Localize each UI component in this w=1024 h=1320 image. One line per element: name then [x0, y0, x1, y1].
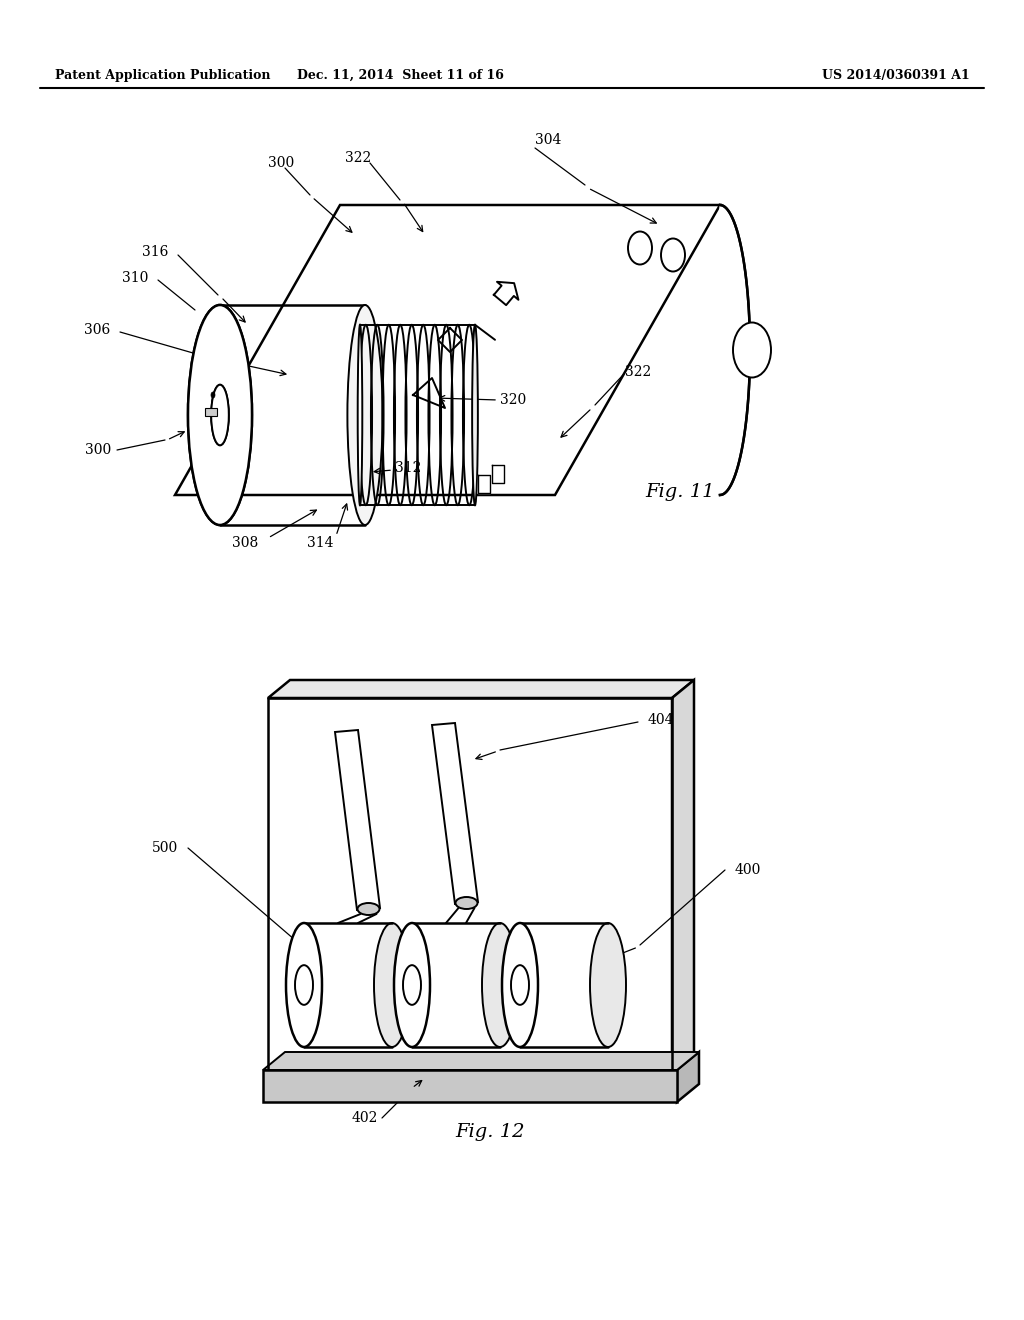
Ellipse shape	[286, 923, 322, 1047]
Text: 306: 306	[84, 323, 110, 337]
Text: 322: 322	[345, 150, 371, 165]
Polygon shape	[412, 923, 500, 1047]
Text: 314: 314	[307, 536, 333, 550]
Text: 310: 310	[122, 271, 148, 285]
Text: 312: 312	[395, 461, 421, 475]
Ellipse shape	[502, 923, 538, 1047]
Ellipse shape	[211, 392, 215, 399]
Text: US 2014/0360391 A1: US 2014/0360391 A1	[822, 69, 970, 82]
Bar	[205, 408, 217, 416]
Ellipse shape	[188, 305, 252, 525]
Text: 300: 300	[268, 156, 294, 170]
Polygon shape	[268, 680, 694, 698]
Text: Fig. 12: Fig. 12	[455, 1123, 524, 1140]
Polygon shape	[478, 475, 490, 492]
Ellipse shape	[456, 898, 477, 909]
Ellipse shape	[590, 923, 626, 1047]
Ellipse shape	[482, 923, 518, 1047]
Ellipse shape	[374, 923, 410, 1047]
Polygon shape	[492, 465, 504, 483]
Ellipse shape	[511, 965, 529, 1005]
Text: 304: 304	[535, 133, 561, 147]
Ellipse shape	[347, 305, 383, 525]
Text: 322: 322	[625, 366, 651, 379]
Polygon shape	[263, 1071, 677, 1102]
Polygon shape	[677, 1052, 699, 1102]
Text: Patent Application Publication: Patent Application Publication	[55, 69, 270, 82]
Polygon shape	[269, 700, 671, 1069]
Ellipse shape	[733, 322, 771, 378]
Polygon shape	[335, 730, 380, 909]
Ellipse shape	[211, 384, 228, 445]
Ellipse shape	[295, 965, 313, 1005]
Ellipse shape	[357, 325, 362, 506]
Text: 316: 316	[141, 246, 168, 259]
Polygon shape	[494, 281, 518, 305]
Text: 402: 402	[352, 1111, 378, 1125]
Ellipse shape	[403, 965, 421, 1005]
Text: 308: 308	[231, 536, 258, 550]
Text: 400: 400	[735, 863, 762, 876]
Polygon shape	[438, 327, 462, 352]
Text: Fig. 11: Fig. 11	[645, 483, 715, 502]
Polygon shape	[432, 723, 478, 904]
Polygon shape	[413, 378, 445, 408]
Ellipse shape	[357, 903, 380, 915]
Text: 300: 300	[85, 444, 112, 457]
Polygon shape	[263, 1052, 699, 1071]
Ellipse shape	[472, 325, 478, 506]
Text: Dec. 11, 2014  Sheet 11 of 16: Dec. 11, 2014 Sheet 11 of 16	[297, 69, 504, 82]
Ellipse shape	[211, 384, 228, 445]
Polygon shape	[175, 205, 720, 495]
Text: 500: 500	[152, 841, 178, 855]
Text: 320: 320	[500, 393, 526, 407]
Text: 404: 404	[648, 713, 675, 727]
Ellipse shape	[188, 305, 252, 525]
Polygon shape	[672, 680, 694, 1071]
Polygon shape	[720, 205, 750, 495]
Polygon shape	[520, 923, 608, 1047]
Polygon shape	[304, 923, 392, 1047]
Ellipse shape	[394, 923, 430, 1047]
